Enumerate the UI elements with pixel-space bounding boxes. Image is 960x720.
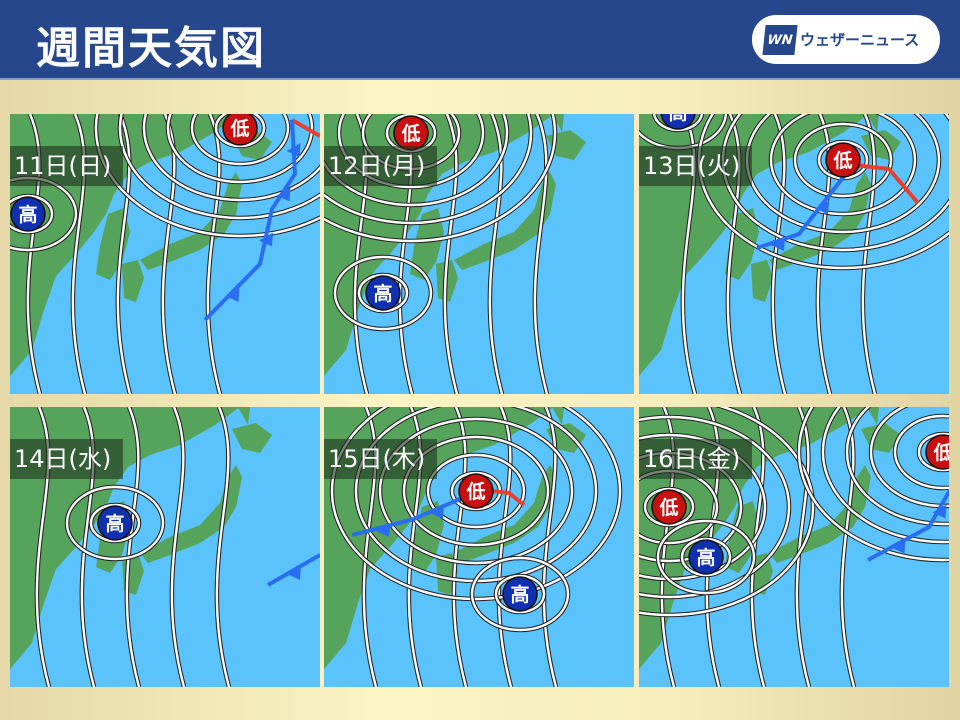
- cold-front-triangle: [287, 566, 301, 580]
- high-pressure-marker: 高: [365, 275, 401, 311]
- weather-map-panel: 高低 13日(火): [639, 114, 949, 394]
- warm-front: [291, 118, 320, 138]
- weather-map-panel: 低高 11日(日): [10, 114, 320, 394]
- low-pressure-marker: 低: [393, 115, 429, 151]
- cold-front-triangle: [376, 523, 390, 537]
- cold-front-triangle: [430, 505, 444, 519]
- high-pressure-marker: 高: [10, 196, 46, 232]
- cold-front-triangle: [259, 232, 273, 247]
- low-pressure-marker: 低: [458, 473, 494, 509]
- cold-front-triangle: [286, 143, 301, 157]
- weather-map-panel: 低高 12日(月): [324, 114, 634, 394]
- high-pressure-marker: 高: [97, 505, 133, 541]
- svg-text:高: 高: [18, 203, 37, 226]
- weather-map-panel: 低低高 16日(金): [639, 407, 949, 687]
- cold-front-triangle: [771, 237, 785, 251]
- high-pressure-marker: 高: [502, 576, 538, 612]
- low-pressure-marker: 低: [222, 114, 258, 146]
- cold-front: [203, 119, 298, 322]
- svg-text:高: 高: [510, 583, 529, 606]
- cold-front-triangle: [815, 200, 829, 215]
- date-label: 13日(火): [639, 146, 753, 186]
- cold-front-triangle: [891, 539, 906, 554]
- svg-text:低: 低: [832, 149, 852, 172]
- high-pressure-marker: 高: [688, 539, 724, 575]
- cold-front: [867, 489, 949, 562]
- svg-text:高: 高: [668, 114, 687, 124]
- cold-front-triangle: [276, 187, 291, 202]
- svg-text:高: 高: [105, 512, 124, 535]
- date-label: 12日(月): [324, 146, 438, 186]
- svg-text:低: 低: [229, 117, 249, 140]
- svg-text:高: 高: [373, 282, 392, 305]
- date-label: 14日(水): [10, 439, 124, 479]
- low-pressure-marker: 低: [925, 434, 949, 470]
- svg-text:高: 高: [696, 546, 715, 569]
- page-title: 週間天気図: [36, 23, 266, 74]
- weather-map-panel: 低高 15日(木): [324, 407, 634, 687]
- weather-map-panel: 高 14日(水): [10, 407, 320, 687]
- cold-front: [351, 497, 461, 537]
- cold-front: [756, 173, 847, 250]
- isobars: [10, 114, 320, 394]
- warm-front: [491, 489, 526, 507]
- isobars: [639, 114, 949, 394]
- high-pressure-marker: 高: [660, 114, 696, 130]
- isobars: [639, 407, 949, 687]
- cold-front-triangle: [225, 288, 240, 302]
- low-pressure-marker: 低: [651, 489, 687, 525]
- svg-text:低: 低: [658, 496, 678, 519]
- svg-text:低: 低: [465, 480, 485, 503]
- date-label: 11日(日): [10, 146, 124, 186]
- cold-front-triangle: [932, 504, 947, 519]
- header: 週間天気図 WN ウェザーニュース: [0, 0, 960, 80]
- logo-mark: WN: [762, 24, 798, 55]
- date-label: 16日(金): [639, 439, 753, 479]
- isobars: [329, 407, 623, 687]
- logo-text: ウェザーニュース: [800, 31, 920, 49]
- svg-text:低: 低: [400, 122, 420, 145]
- date-label: 15日(木): [324, 439, 438, 479]
- low-pressure-marker: 低: [825, 142, 861, 178]
- svg-text:低: 低: [932, 441, 949, 464]
- weathernews-logo: WN ウェザーニュース: [752, 15, 940, 64]
